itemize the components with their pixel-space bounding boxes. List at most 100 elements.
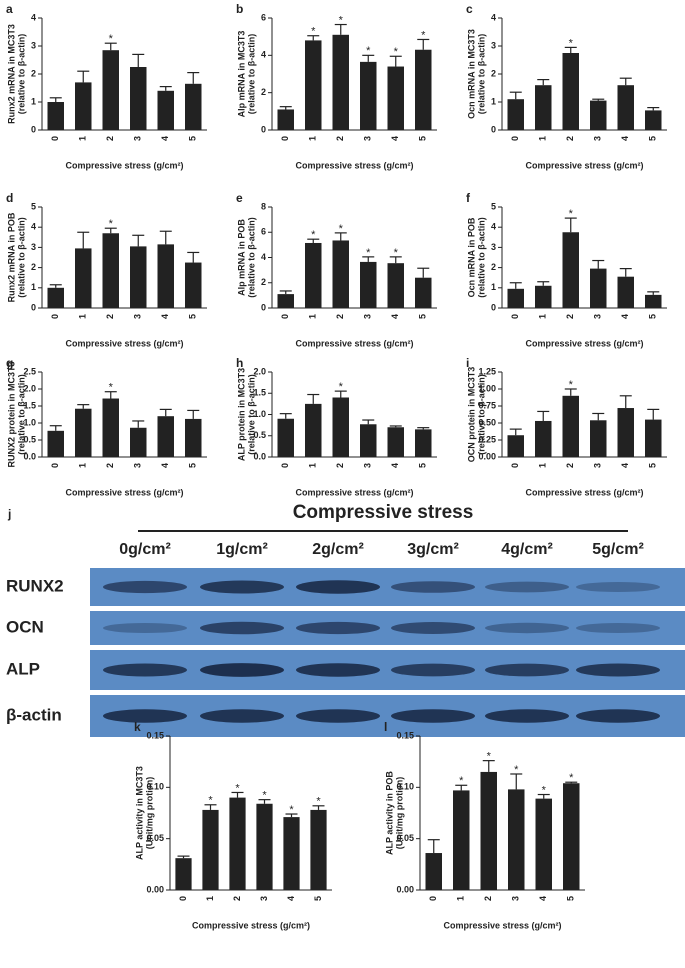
bar [508, 789, 525, 890]
x-tick-label: 3 [133, 136, 143, 141]
x-tick-label: 3 [593, 136, 603, 141]
panel-letter: a [6, 2, 13, 16]
panel-letter: j [7, 507, 11, 521]
bar [617, 85, 634, 130]
y-axis-label: Ocn mRNA in POB [466, 217, 476, 297]
bar-chart: a Runx2 mRNA in MC3T3 (relative to β-actin… [6, 2, 207, 170]
bar-chart: c Ocn mRNA in MC3T3 (relative to β-actin) C… [466, 2, 667, 170]
significance-mark: * [311, 229, 316, 241]
x-tick-label: 4 [160, 314, 170, 319]
y-axis-label: (relative to β-actin) [16, 34, 26, 115]
bar [415, 49, 432, 130]
y-tick-label: 8 [261, 201, 266, 211]
x-tick-label: 4 [160, 463, 170, 468]
y-tick-label: 4 [491, 222, 496, 232]
bar [102, 398, 119, 457]
x-tick-label: 3 [259, 896, 269, 901]
y-tick-label: 2 [31, 262, 36, 272]
y-tick-label: 2 [261, 87, 266, 97]
blot-band [391, 709, 475, 723]
y-tick-label: 0 [31, 302, 36, 312]
bar [310, 809, 327, 890]
bar [507, 99, 524, 130]
blot-band [576, 709, 660, 723]
blot-band [296, 663, 380, 677]
lane-label: 4g/cm² [501, 541, 553, 558]
bar [563, 783, 580, 890]
bar [75, 248, 92, 308]
y-tick-label: 3 [491, 242, 496, 252]
x-tick-label: 3 [363, 136, 373, 141]
bar [102, 233, 119, 308]
significance-mark: * [339, 14, 344, 26]
x-tick-label: 5 [188, 314, 198, 319]
row-label: OCN [6, 617, 44, 636]
y-tick-label: 3 [31, 40, 36, 50]
bar [562, 53, 579, 130]
bar [75, 408, 92, 457]
blot-band [576, 622, 660, 634]
significance-mark: * [109, 382, 114, 394]
row-label: RUNX2 [6, 576, 64, 595]
x-tick-label: 0 [178, 896, 188, 901]
panel-letter: c [466, 2, 473, 16]
x-tick-label: 2 [105, 314, 115, 319]
x-tick-label: 4 [390, 136, 400, 141]
panel-letter: d [6, 191, 13, 205]
bar [645, 419, 662, 457]
y-tick-label: 2.0 [23, 383, 36, 393]
y-axis-label: ALP activity in MC3T3 [134, 766, 144, 860]
bar [415, 277, 432, 308]
significance-mark: * [394, 247, 399, 259]
y-tick-label: 0.0 [253, 451, 266, 461]
x-axis-label: Compressive stress (g/cm²) [295, 487, 413, 497]
y-tick-label: 0.5 [253, 430, 266, 440]
x-axis-label: Compressive stress (g/cm²) [443, 920, 561, 930]
y-tick-label: 4 [31, 222, 36, 232]
y-axis-label: (relative to β-actin) [246, 374, 256, 455]
y-tick-label: 0 [261, 302, 266, 312]
y-axis-label: Runx2 mRNA in POB [6, 212, 16, 302]
bar [480, 771, 497, 890]
x-tick-label: 5 [418, 463, 428, 468]
bar [277, 109, 294, 130]
bar [130, 246, 147, 308]
x-tick-label: 0 [510, 314, 520, 319]
x-tick-label: 4 [620, 314, 630, 319]
x-tick-label: 4 [538, 896, 548, 901]
y-tick-label: 6 [261, 12, 266, 22]
y-tick-label: 0 [261, 124, 266, 134]
y-tick-label: 2 [31, 68, 36, 78]
x-tick-label: 3 [133, 463, 143, 468]
significance-mark: * [569, 208, 574, 220]
bar [617, 276, 634, 308]
panel-letter: k [134, 720, 141, 734]
bar [185, 83, 202, 130]
y-tick-label: 0.05 [146, 833, 164, 843]
x-tick-label: 4 [620, 136, 630, 141]
x-tick-label: 5 [648, 463, 658, 468]
x-tick-label: 3 [593, 314, 603, 319]
y-tick-label: 0.25 [478, 434, 496, 444]
blot-band [103, 580, 187, 594]
bar [185, 418, 202, 457]
x-tick-label: 5 [648, 136, 658, 141]
x-axis-label: Compressive stress (g/cm²) [525, 487, 643, 497]
y-tick-label: 0.15 [396, 730, 414, 740]
blot-band [200, 580, 284, 594]
x-tick-label: 1 [78, 314, 88, 319]
lane-label: 1g/cm² [216, 541, 268, 558]
x-tick-label: 0 [280, 136, 290, 141]
y-axis-label: ALP activity in POB [384, 771, 394, 855]
bar [590, 420, 607, 457]
x-tick-label: 1 [538, 314, 548, 319]
blot-band [103, 622, 187, 634]
y-tick-label: 1.25 [478, 366, 496, 376]
bar [387, 66, 404, 130]
y-axis-label: (relative to β-actin) [16, 217, 26, 298]
x-axis-label: Compressive stress (g/cm²) [65, 160, 183, 170]
significance-mark: * [459, 775, 464, 787]
y-tick-label: 1.5 [253, 388, 266, 398]
blot-band [576, 663, 660, 677]
